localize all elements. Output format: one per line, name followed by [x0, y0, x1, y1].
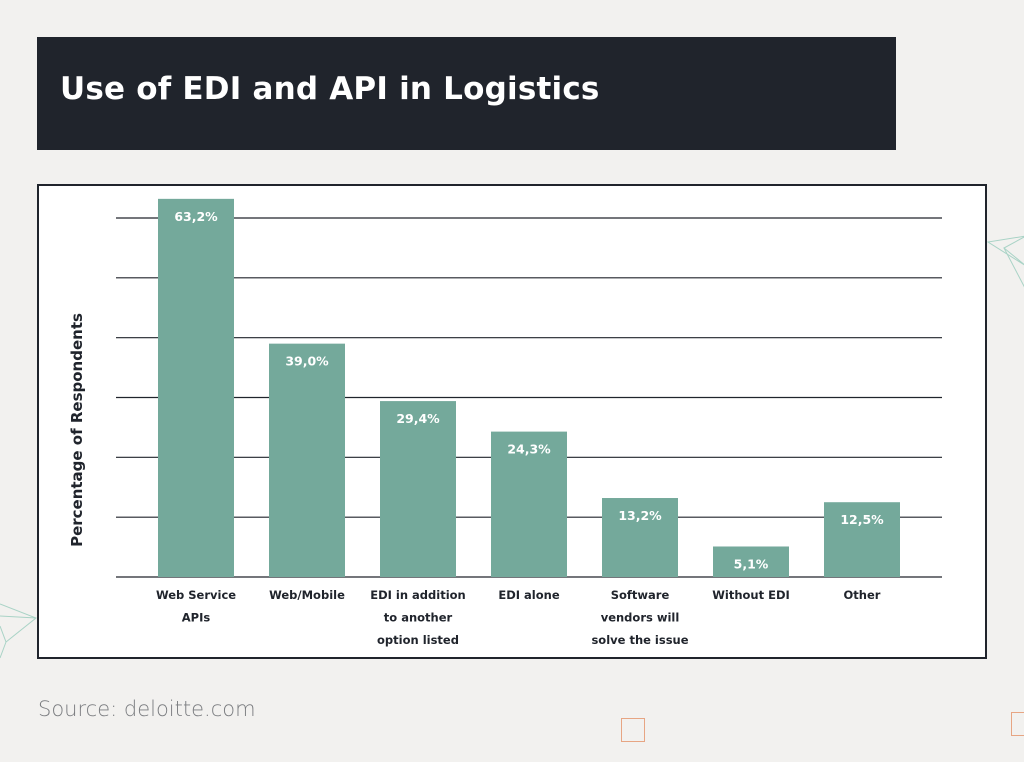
bar: [380, 401, 456, 577]
decorative-square-edge: [1011, 712, 1024, 736]
bar: [713, 546, 789, 577]
bar-value-label: 5,1%: [734, 556, 769, 571]
decorative-square: [621, 718, 645, 742]
category-label: Web/Mobile: [269, 588, 345, 602]
bar: [824, 502, 900, 577]
bar-value-label: 39,0%: [285, 354, 329, 369]
bar-chart: Percentage of Respondents 63,2% Web Servic…: [68, 198, 942, 647]
decorative-polygon-right: [986, 235, 1024, 288]
title-banner: Use of EDI and API in Logistics: [37, 37, 896, 150]
bar: [269, 343, 345, 577]
category-label: Other: [844, 588, 881, 602]
category-label: EDI in addition to another option listed: [370, 588, 466, 647]
bar-value-label: 24,3%: [507, 442, 551, 457]
category-label: Without EDI: [712, 588, 790, 602]
chart-title: Use of EDI and API in Logistics: [60, 71, 600, 107]
category-label: Software vendors will solve the issue: [591, 588, 688, 647]
bar-value-label: 63,2%: [174, 209, 218, 224]
bar-value-label: 12,5%: [840, 512, 884, 527]
chart-frame: Percentage of Respondents 63,2% Web Servic…: [37, 184, 987, 659]
category-label: EDI alone: [498, 588, 559, 602]
bar-value-label: 29,4%: [396, 411, 440, 426]
bar: [158, 198, 234, 577]
source-caption: Source: deloitte.com: [38, 697, 256, 721]
bar-value-label: 13,2%: [618, 508, 662, 523]
bar: [491, 431, 567, 577]
y-axis-label: Percentage of Respondents: [68, 313, 86, 547]
decorative-polygon-left: [0, 603, 37, 659]
bar: [602, 498, 678, 577]
category-label: Web Service APIs: [156, 588, 236, 625]
